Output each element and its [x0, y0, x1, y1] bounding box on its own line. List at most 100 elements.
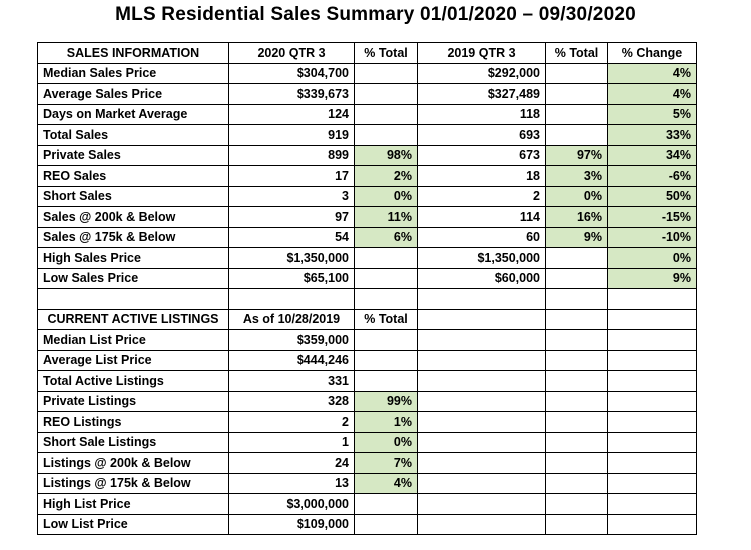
- empty-cell: [417, 308, 546, 330]
- empty-cell: [228, 288, 355, 310]
- value-cell: [354, 83, 418, 105]
- value-cell: 0%: [607, 247, 697, 269]
- value-cell: 4%: [607, 83, 697, 105]
- value-cell: $304,700: [228, 62, 355, 84]
- empty-cell: [607, 513, 697, 535]
- value-cell: 114: [417, 206, 546, 228]
- value-cell: 2%: [354, 165, 418, 187]
- empty-cell: [607, 493, 697, 515]
- listings-header-cell: As of 10/28/2019: [228, 308, 355, 330]
- sales-row: Short Sales 3 0% 2 0% 50%: [37, 185, 697, 207]
- value-cell: 16%: [545, 206, 608, 228]
- value-cell: [354, 103, 418, 125]
- value-cell: $1,350,000: [417, 247, 546, 269]
- value-cell: $65,100: [228, 267, 355, 289]
- row-label: REO Listings: [37, 411, 229, 433]
- value-cell: $292,000: [417, 62, 546, 84]
- row-label: Short Sales: [37, 185, 229, 207]
- empty-cell: [417, 452, 546, 474]
- value-cell: $60,000: [417, 267, 546, 289]
- value-cell: 0%: [545, 185, 608, 207]
- value-cell: 331: [228, 370, 355, 392]
- empty-cell: [545, 513, 608, 535]
- row-label: Listings @ 175k & Below: [37, 472, 229, 494]
- empty-cell: [417, 411, 546, 433]
- value-cell: 9%: [545, 226, 608, 248]
- empty-cell: [607, 349, 697, 371]
- value-cell: [545, 124, 608, 146]
- listings-header-cell: CURRENT ACTIVE LISTINGS: [37, 308, 229, 330]
- value-cell: [545, 83, 608, 105]
- row-label: Listings @ 200k & Below: [37, 452, 229, 474]
- value-cell: 7%: [354, 452, 418, 474]
- value-cell: [354, 493, 418, 515]
- sales-header-cell: % Total: [354, 42, 418, 64]
- sales-header-cell: 2020 QTR 3: [228, 42, 355, 64]
- value-cell: [354, 349, 418, 371]
- empty-cell: [607, 452, 697, 474]
- sales-row: Median Sales Price $304,700 $292,000 4%: [37, 62, 697, 84]
- value-cell: 6%: [354, 226, 418, 248]
- value-cell: 0%: [354, 185, 418, 207]
- value-cell: 899: [228, 144, 355, 166]
- value-cell: 97%: [545, 144, 608, 166]
- empty-cell: [607, 431, 697, 453]
- spacer-row: [37, 288, 697, 310]
- value-cell: 4%: [354, 472, 418, 494]
- value-cell: 0%: [354, 431, 418, 453]
- value-cell: 99%: [354, 390, 418, 412]
- sales-row: Low Sales Price $65,100 $60,000 9%: [37, 267, 697, 289]
- value-cell: [354, 124, 418, 146]
- row-label: High List Price: [37, 493, 229, 515]
- empty-cell: [417, 329, 546, 351]
- empty-cell: [607, 472, 697, 494]
- value-cell: 328: [228, 390, 355, 412]
- sales-row: High Sales Price $1,350,000 $1,350,000 0%: [37, 247, 697, 269]
- value-cell: $339,673: [228, 83, 355, 105]
- empty-cell: [607, 411, 697, 433]
- value-cell: 919: [228, 124, 355, 146]
- value-cell: 118: [417, 103, 546, 125]
- value-cell: [354, 62, 418, 84]
- empty-cell: [417, 288, 546, 310]
- value-cell: 1: [228, 431, 355, 453]
- sales-row: Days on Market Average 124 118 5%: [37, 103, 697, 125]
- listing-row: Median List Price $359,000: [37, 329, 697, 351]
- listing-row: Low List Price $109,000: [37, 513, 697, 535]
- empty-cell: [545, 370, 608, 392]
- value-cell: [354, 513, 418, 535]
- empty-cell: [545, 472, 608, 494]
- empty-cell: [607, 370, 697, 392]
- listing-row: Total Active Listings 331: [37, 370, 697, 392]
- value-cell: 97: [228, 206, 355, 228]
- row-label: Total Active Listings: [37, 370, 229, 392]
- value-cell: 3: [228, 185, 355, 207]
- row-label: Low Sales Price: [37, 267, 229, 289]
- value-cell: [545, 62, 608, 84]
- sales-row: REO Sales 17 2% 18 3% -6%: [37, 165, 697, 187]
- listing-row: Private Listings 328 99%: [37, 390, 697, 412]
- value-cell: 1%: [354, 411, 418, 433]
- value-cell: 60: [417, 226, 546, 248]
- empty-cell: [607, 390, 697, 412]
- value-cell: 50%: [607, 185, 697, 207]
- value-cell: $444,246: [228, 349, 355, 371]
- value-cell: 18: [417, 165, 546, 187]
- value-cell: 33%: [607, 124, 697, 146]
- value-cell: 11%: [354, 206, 418, 228]
- empty-cell: [417, 390, 546, 412]
- empty-cell: [545, 390, 608, 412]
- empty-cell: [417, 431, 546, 453]
- value-cell: [545, 103, 608, 125]
- sales-header-row: SALES INFORMATION 2020 QTR 3% Total 2019 Q…: [37, 42, 697, 64]
- value-cell: 3%: [545, 165, 608, 187]
- sales-header-cell: SALES INFORMATION: [37, 42, 229, 64]
- value-cell: 34%: [607, 144, 697, 166]
- empty-cell: [417, 472, 546, 494]
- sales-row: Average Sales Price $339,673 $327,489 4%: [37, 83, 697, 105]
- empty-cell: [545, 349, 608, 371]
- listings-header-row: CURRENT ACTIVE LISTINGS As of 10/28/2019%…: [37, 308, 697, 330]
- sales-header-cell: % Change: [607, 42, 697, 64]
- empty-cell: [545, 493, 608, 515]
- value-cell: [545, 247, 608, 269]
